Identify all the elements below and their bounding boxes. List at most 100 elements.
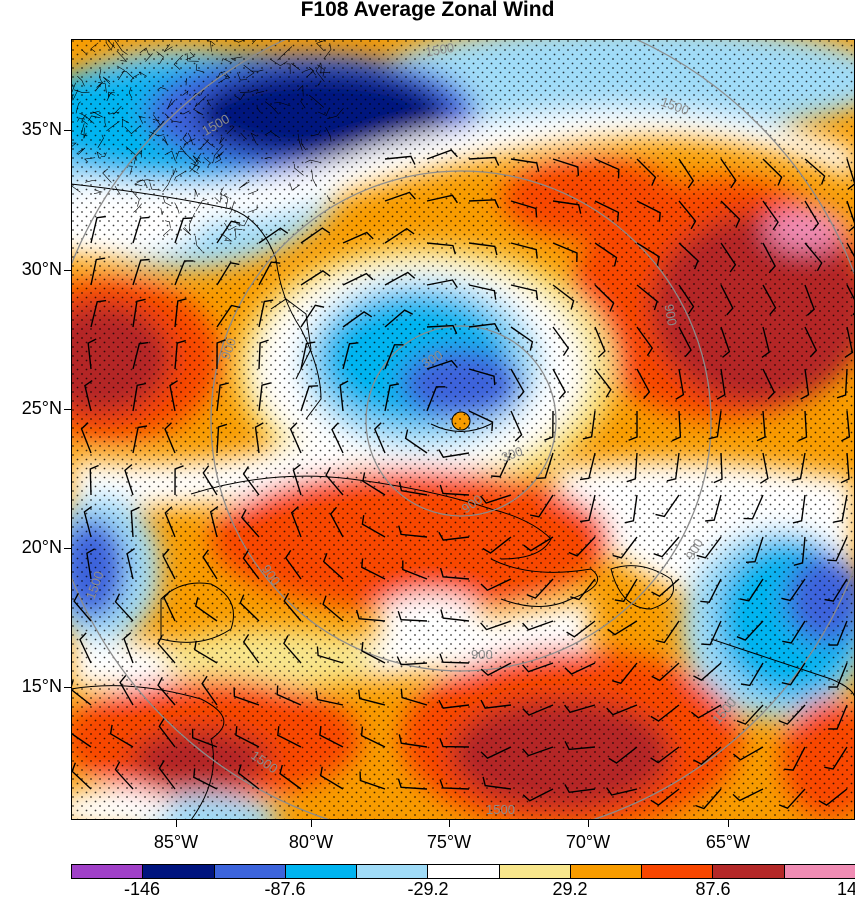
county-line — [100, 152, 107, 157]
wind-barb — [132, 258, 150, 286]
wind-barb — [79, 632, 92, 664]
map-title: F108 Average Zonal Wind — [300, 0, 555, 21]
wind-barb — [804, 158, 826, 185]
county-line — [250, 132, 257, 144]
wind-barb — [628, 411, 638, 441]
wind-barb — [552, 200, 582, 214]
county-line — [179, 110, 190, 115]
wind-barb — [157, 635, 176, 664]
wind-barb — [71, 680, 92, 706]
county-line — [97, 134, 104, 148]
county-line — [95, 81, 103, 91]
wind-barb — [384, 383, 400, 412]
county-line — [213, 144, 224, 162]
wind-barb — [164, 506, 176, 538]
wind-barb — [655, 494, 680, 518]
wind-barb — [361, 558, 386, 580]
wind-barb — [671, 410, 682, 442]
wind-barb — [468, 323, 500, 333]
wind-barb — [482, 776, 512, 790]
wind-barb — [90, 215, 106, 244]
wind-barb — [636, 242, 660, 266]
county-line — [195, 63, 204, 73]
colorbar-label: -87.6 — [264, 879, 306, 899]
wind-barb — [480, 746, 512, 759]
county-line — [236, 215, 250, 227]
wind-barb — [163, 590, 176, 622]
wind-barb — [216, 339, 226, 370]
wind-barb — [124, 464, 134, 496]
county-line — [182, 132, 189, 145]
wind-barb — [292, 464, 302, 496]
county-line — [317, 81, 321, 86]
wind-barb — [202, 465, 218, 496]
county-line — [206, 39, 216, 46]
county-line — [311, 169, 317, 187]
county-line — [88, 115, 101, 122]
wind-barb — [174, 298, 187, 328]
wind-barb — [242, 550, 260, 580]
lat-tick — [64, 130, 71, 131]
wind-barb — [636, 368, 651, 400]
county-line — [189, 212, 195, 232]
county-line — [308, 94, 324, 108]
county-line — [264, 101, 279, 115]
county-line — [124, 125, 141, 135]
colorbar-swatch — [356, 864, 429, 879]
county-line — [174, 202, 180, 214]
colorbar-swatch — [71, 864, 144, 879]
wind-barb — [510, 368, 525, 400]
wind-barb — [793, 536, 806, 566]
county-line — [297, 133, 303, 151]
wind-barb — [235, 726, 260, 748]
county-line — [291, 63, 301, 71]
wind-barb — [705, 494, 722, 522]
lat-label-20n: 20°N — [21, 537, 62, 557]
wind-barb — [342, 342, 359, 370]
county-line — [143, 179, 148, 188]
county-line — [157, 87, 167, 90]
county-line — [81, 49, 89, 54]
wind-barb — [438, 449, 470, 458]
wind-barb — [300, 227, 331, 244]
county-line — [92, 111, 103, 118]
colorbar-swatch — [712, 864, 785, 879]
county-line — [326, 195, 333, 203]
wind-barb — [798, 410, 808, 442]
wind-barb — [216, 382, 229, 412]
county-line — [327, 108, 344, 120]
county-line — [105, 41, 114, 51]
county-line — [160, 207, 164, 215]
county-line — [85, 180, 96, 183]
wind-barb — [279, 764, 302, 790]
wind-barb — [339, 380, 349, 412]
contour-label: 300 — [499, 443, 525, 465]
wind-barb — [720, 242, 737, 273]
county-line — [239, 181, 250, 189]
wind-barb — [384, 309, 414, 328]
wind-barb — [827, 536, 848, 562]
wind-barb — [778, 788, 806, 810]
colorbar-label: 87.6 — [695, 879, 731, 899]
wind-barb — [651, 662, 680, 682]
wind-barb — [666, 452, 680, 482]
wind-barb — [526, 578, 554, 599]
wind-barb — [716, 368, 726, 400]
wind-barb — [174, 260, 194, 286]
county-line — [219, 136, 225, 144]
county-line — [185, 78, 187, 86]
wind-barb — [193, 640, 218, 664]
county-line — [84, 157, 96, 163]
county-line — [130, 149, 143, 162]
wind-barb — [109, 724, 134, 748]
wind-barb — [290, 506, 302, 538]
wind-barb — [510, 158, 540, 172]
county-line — [323, 43, 332, 60]
county-line — [98, 82, 107, 93]
wind-barb — [678, 200, 697, 230]
wind-barb — [233, 687, 260, 706]
wind-barb — [708, 410, 722, 440]
wind-barb — [283, 635, 302, 664]
wind-barb — [276, 685, 302, 706]
county-line — [194, 235, 203, 252]
